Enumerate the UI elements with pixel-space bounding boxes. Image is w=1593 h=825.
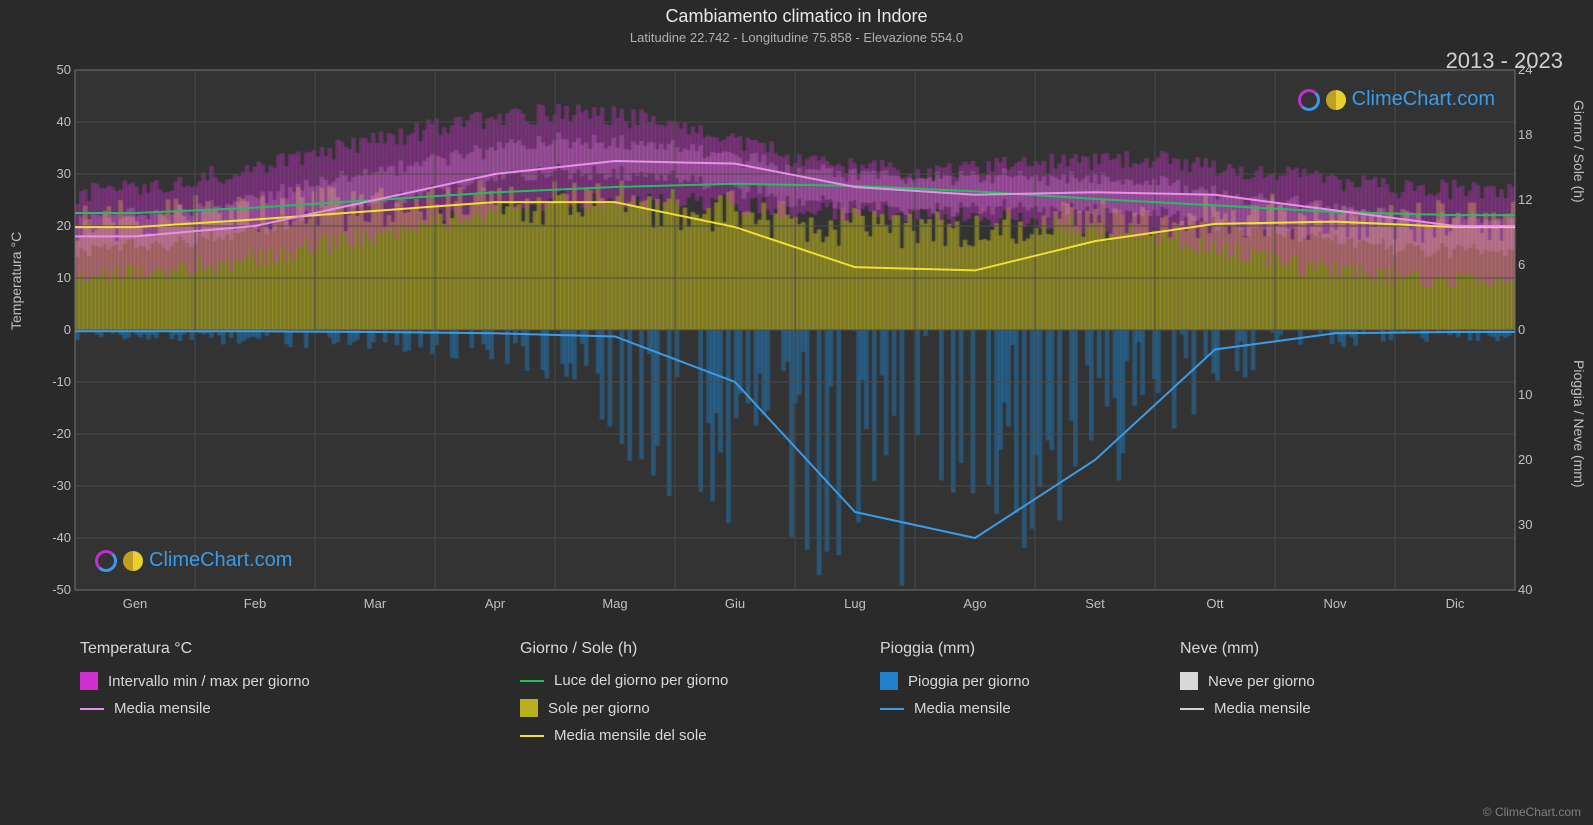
legend-section: Temperatura °C Intervallo min / max per g… — [80, 640, 310, 727]
x-tick: Giu — [695, 596, 775, 611]
watermark-bottom: ClimeChart.com — [95, 549, 292, 572]
legend-section-title: Temperatura °C — [80, 640, 310, 658]
legend-item: Sole per giorno — [520, 699, 728, 717]
watermark-text: ClimeChart.com — [1352, 88, 1495, 111]
logo-sun-icon — [1326, 90, 1346, 110]
lines-svg — [75, 70, 1515, 590]
legend-swatch-icon — [80, 672, 98, 690]
y-tick-left: 30 — [31, 166, 71, 181]
legend-swatch-icon — [880, 672, 898, 690]
y-tick-right: 12 — [1518, 192, 1558, 207]
y-tick-left: -30 — [31, 478, 71, 493]
legend-item: Pioggia per giorno — [880, 672, 1030, 690]
legend-item-label: Sole per giorno — [548, 700, 650, 717]
y-tick-left: 40 — [31, 114, 71, 129]
x-tick: Mar — [335, 596, 415, 611]
x-tick: Ott — [1175, 596, 1255, 611]
legend-item: Media mensile — [880, 700, 1030, 717]
y-tick-right: 20 — [1518, 452, 1558, 467]
legend-section: Giorno / Sole (h) Luce del giorno per gio… — [520, 640, 728, 754]
x-tick: Apr — [455, 596, 535, 611]
y-tick-right: 40 — [1518, 582, 1558, 597]
y-tick-left: 0 — [31, 322, 71, 337]
y-axis-right-bot-label: Pioggia / Neve (mm) — [1571, 360, 1587, 488]
legend-item-label: Media mensile — [114, 700, 211, 717]
legend-section-title: Pioggia (mm) — [880, 640, 1030, 658]
x-tick: Gen — [95, 596, 175, 611]
legend-swatch-icon — [520, 699, 538, 717]
legend-item-label: Pioggia per giorno — [908, 673, 1030, 690]
y-tick-left: 20 — [31, 218, 71, 233]
legend-line-icon — [880, 708, 904, 710]
logo-ring-icon — [95, 550, 117, 572]
y-tick-right: 10 — [1518, 387, 1558, 402]
legend-swatch-icon — [1180, 672, 1198, 690]
y-tick-left: -50 — [31, 582, 71, 597]
y-tick-right: 6 — [1518, 257, 1558, 272]
plot-area: ClimeChart.com ClimeChart.com — [75, 70, 1515, 590]
legend-section-title: Giorno / Sole (h) — [520, 640, 728, 658]
x-tick: Set — [1055, 596, 1135, 611]
legend-line-icon — [520, 680, 544, 682]
x-tick: Nov — [1295, 596, 1375, 611]
legend-item: Intervallo min / max per giorno — [80, 672, 310, 690]
chart-title: Cambiamento climatico in Indore — [0, 6, 1593, 27]
legend-item-label: Media mensile — [914, 700, 1011, 717]
copyright-text: © ClimeChart.com — [1483, 805, 1581, 819]
legend-section: Pioggia (mm) Pioggia per giorno Media mens… — [880, 640, 1030, 727]
legend-line-icon — [1180, 708, 1204, 710]
legend-item: Media mensile — [80, 700, 310, 717]
x-tick: Feb — [215, 596, 295, 611]
y-tick-left: -20 — [31, 426, 71, 441]
legend-item-label: Luce del giorno per giorno — [554, 672, 728, 689]
watermark-text: ClimeChart.com — [149, 549, 292, 572]
y-tick-right: 24 — [1518, 62, 1558, 77]
y-tick-right: 18 — [1518, 127, 1558, 142]
legend-item-label: Neve per giorno — [1208, 673, 1315, 690]
x-tick: Mag — [575, 596, 655, 611]
legend-section: Neve (mm) Neve per giorno Media mensile — [1180, 640, 1315, 727]
legend-item: Media mensile del sole — [520, 727, 728, 744]
y-tick-left: -40 — [31, 530, 71, 545]
legend-item: Luce del giorno per giorno — [520, 672, 728, 689]
y-tick-left: 10 — [31, 270, 71, 285]
y-tick-left: -10 — [31, 374, 71, 389]
y-tick-right: 0 — [1518, 322, 1558, 337]
legend-item-label: Intervallo min / max per giorno — [108, 673, 310, 690]
y-tick-right: 30 — [1518, 517, 1558, 532]
legend-item: Media mensile — [1180, 700, 1315, 717]
logo-sun-icon — [123, 551, 143, 571]
logo-ring-icon — [1298, 89, 1320, 111]
legend-section-title: Neve (mm) — [1180, 640, 1315, 658]
x-tick: Ago — [935, 596, 1015, 611]
legend-item: Neve per giorno — [1180, 672, 1315, 690]
y-axis-left-label: Temperatura °C — [8, 232, 24, 330]
y-axis-right-top-label: Giorno / Sole (h) — [1571, 100, 1587, 203]
legend-line-icon — [520, 735, 544, 737]
x-tick: Dic — [1415, 596, 1495, 611]
chart-subtitle: Latitudine 22.742 - Longitudine 75.858 -… — [0, 30, 1593, 45]
watermark-top: ClimeChart.com — [1298, 88, 1495, 111]
y-tick-left: 50 — [31, 62, 71, 77]
legend-item-label: Media mensile del sole — [554, 727, 707, 744]
legend-item-label: Media mensile — [1214, 700, 1311, 717]
legend-line-icon — [80, 708, 104, 710]
x-tick: Lug — [815, 596, 895, 611]
